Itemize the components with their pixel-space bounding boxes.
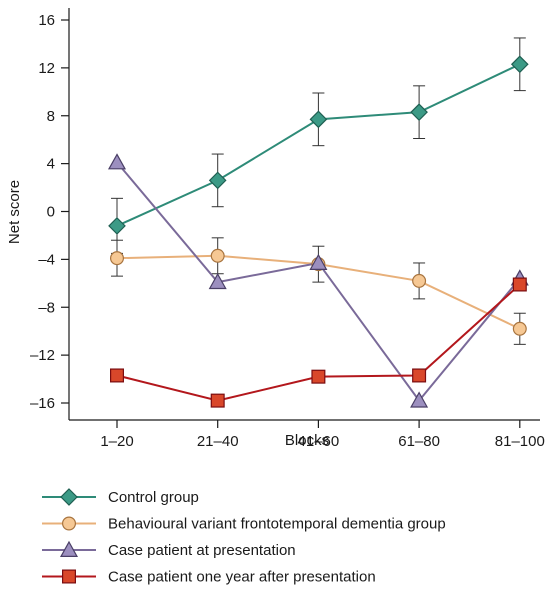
x-tick-label: 1–20	[100, 433, 133, 450]
series-markers	[107, 55, 529, 408]
data-point	[107, 153, 127, 170]
legend-item: Case patient one year after presentation	[42, 569, 376, 586]
legend-marker	[61, 569, 76, 584]
legend-label: Control group	[108, 489, 199, 506]
axes: 16 12 8 4 0 –4 –8 –12 –16 1–20 21–40 41–60 61–80 81–1…	[30, 8, 545, 450]
y-tick-label: 8	[47, 108, 55, 125]
y-tick-label: 0	[47, 204, 55, 221]
x-tick-label: 21–40	[197, 433, 239, 450]
data-point	[410, 391, 429, 408]
legend-item: Case patient at presentation	[42, 540, 296, 559]
data-point	[512, 321, 527, 336]
legend-label: Case patient one year after presentation	[108, 569, 376, 586]
legend-item: Control group	[42, 488, 199, 506]
legend-marker	[60, 488, 78, 506]
y-tick-label: –12	[30, 347, 55, 364]
data-point	[510, 55, 529, 74]
legend: Control group Behavioural variant frontot…	[42, 488, 446, 586]
data-point	[412, 368, 427, 383]
legend-marker	[59, 540, 79, 558]
y-tick-label: –4	[38, 251, 55, 268]
data-point	[108, 217, 126, 235]
y-tick-label: 12	[38, 60, 55, 77]
legend-marker	[61, 516, 76, 531]
x-tick-label: 41–60	[298, 433, 340, 450]
legend-label: Behavioural variant frontotemporal demen…	[108, 516, 446, 533]
data-point	[210, 393, 225, 408]
data-point	[412, 273, 427, 288]
data-point	[109, 368, 124, 383]
data-point	[309, 110, 328, 129]
data-point	[208, 272, 227, 290]
legend-item: Behavioural variant frontotemporal demen…	[42, 516, 446, 533]
y-tick-label: 16	[38, 12, 55, 29]
data-point	[410, 103, 428, 122]
y-tick-label: –16	[30, 395, 55, 412]
legend-label: Case patient at presentation	[108, 542, 296, 559]
x-tick-label: 61–80	[398, 433, 440, 450]
data-point	[210, 248, 225, 263]
y-axis-title: Net score	[6, 180, 23, 244]
data-point	[208, 171, 227, 190]
error-bars	[111, 37, 526, 345]
data-point	[309, 253, 328, 270]
x-axis-title: Blocks	[285, 432, 329, 449]
data-point	[311, 369, 326, 384]
y-tick-label: –8	[38, 299, 55, 316]
data-point	[512, 277, 527, 292]
data-point	[109, 251, 124, 266]
x-tick-label: 81–100	[495, 433, 545, 450]
y-tick-label: 4	[47, 156, 55, 173]
